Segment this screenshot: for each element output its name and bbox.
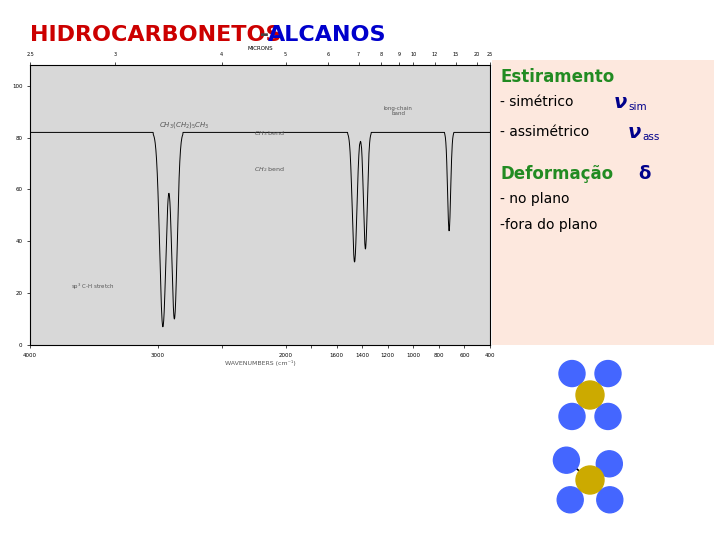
Text: δ: δ <box>638 165 650 183</box>
Text: ν: ν <box>614 93 627 112</box>
Text: ALCANOS: ALCANOS <box>268 25 387 45</box>
Text: Deformação: Deformação <box>500 165 613 183</box>
Text: - simétrico: - simétrico <box>500 95 574 109</box>
Text: $CH_3(CH_2)_5CH_3$: $CH_3(CH_2)_5CH_3$ <box>159 120 210 130</box>
Circle shape <box>559 403 585 429</box>
Text: Estiramento: Estiramento <box>500 68 614 86</box>
Text: $CH_3$ bend: $CH_3$ bend <box>253 129 285 138</box>
Text: -: - <box>252 25 277 45</box>
Text: ν: ν <box>628 123 642 142</box>
Text: δ no plano: δ no plano <box>210 192 276 202</box>
Circle shape <box>559 361 585 387</box>
Circle shape <box>557 487 583 513</box>
Text: -fora do plano: -fora do plano <box>500 218 598 232</box>
FancyBboxPatch shape <box>492 60 714 345</box>
Text: δ fora do plano: δ fora do plano <box>310 175 405 185</box>
Text: ass: ass <box>642 132 660 142</box>
Circle shape <box>595 361 621 387</box>
Text: long-chain
band: long-chain band <box>384 106 413 117</box>
X-axis label: MICRONS: MICRONS <box>247 45 273 51</box>
Text: ν assim: ν assim <box>36 192 84 202</box>
X-axis label: WAVENUMBERS (cm⁻¹): WAVENUMBERS (cm⁻¹) <box>225 360 295 367</box>
Text: sim: sim <box>628 102 647 112</box>
Text: sp$^3$ C-H stretch: sp$^3$ C-H stretch <box>71 282 114 292</box>
Circle shape <box>576 381 604 409</box>
Text: HIDROCARBONETOS: HIDROCARBONETOS <box>30 25 282 45</box>
Text: - no plano: - no plano <box>500 192 570 206</box>
Text: ν sim. e: ν sim. e <box>36 175 85 185</box>
Text: $CH_2$ bend: $CH_2$ bend <box>253 165 285 174</box>
Circle shape <box>596 451 622 477</box>
Text: - assimétrico: - assimétrico <box>500 125 589 139</box>
Circle shape <box>597 487 623 513</box>
Circle shape <box>576 466 604 494</box>
Circle shape <box>595 403 621 429</box>
Circle shape <box>554 447 580 473</box>
